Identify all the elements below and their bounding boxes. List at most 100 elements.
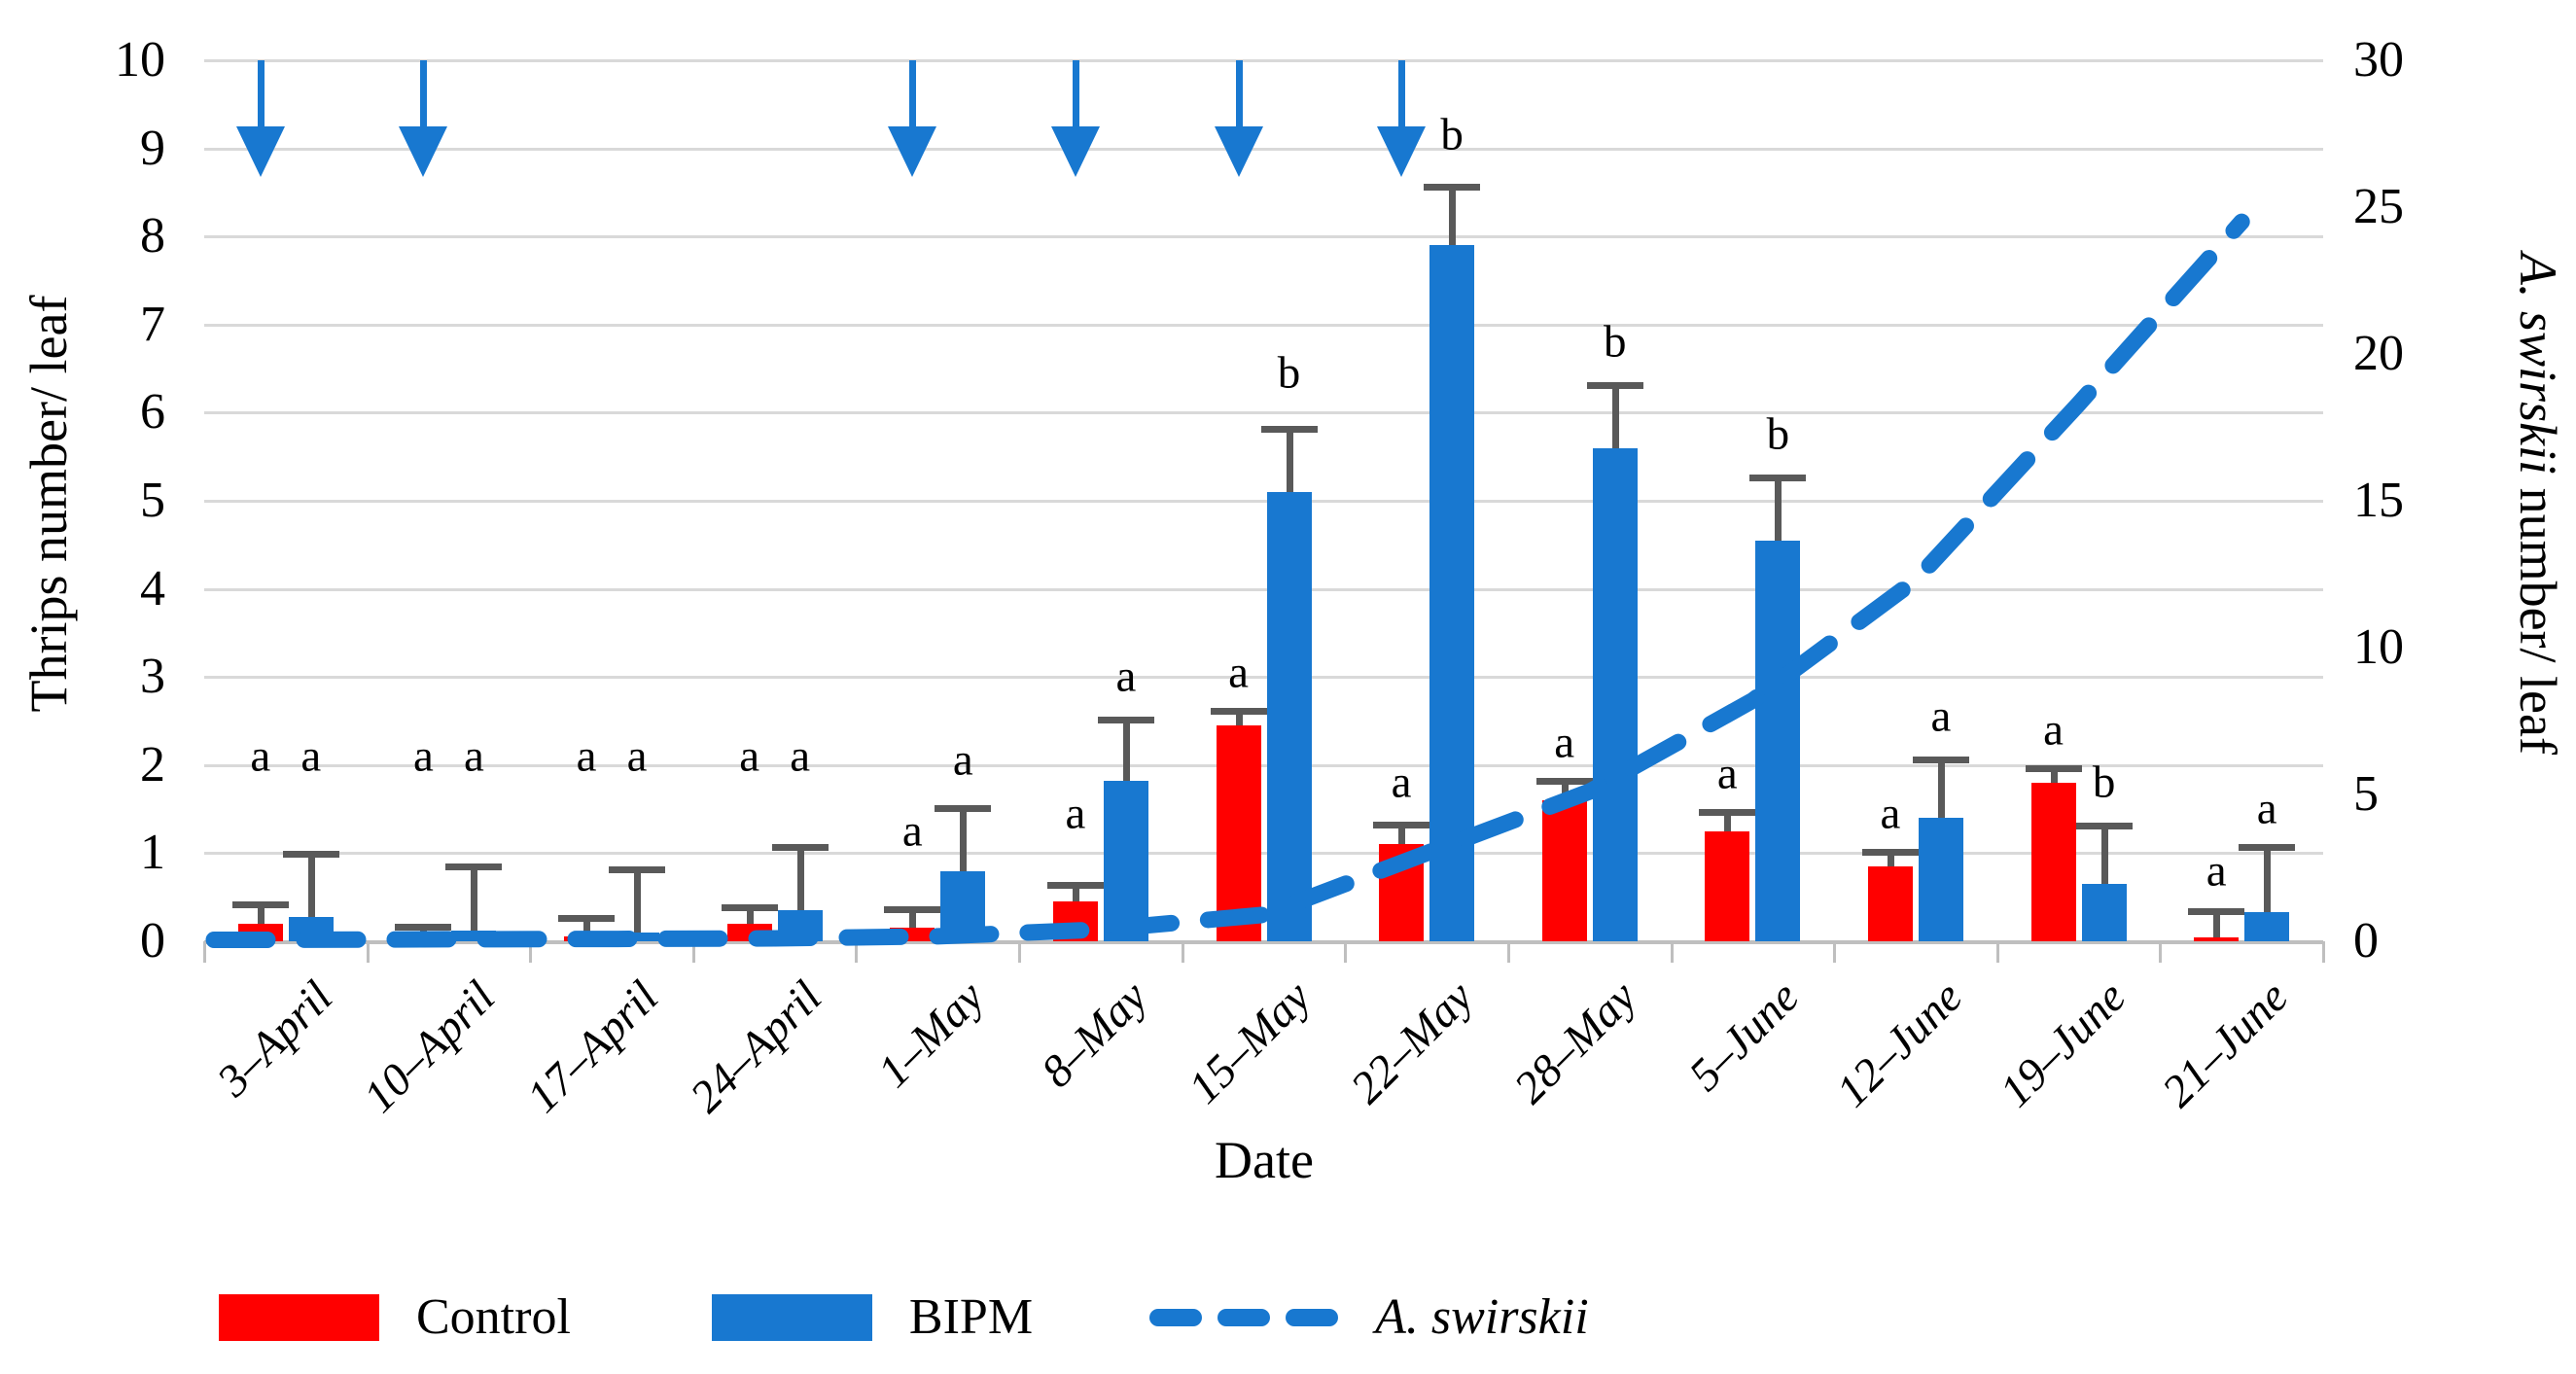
significance-letter: a [1065, 788, 1086, 839]
x-axis-tick [691, 941, 695, 963]
error-bar-stem [1122, 716, 1130, 782]
error-bar-cap [1586, 381, 1643, 389]
release-arrow-stem [909, 60, 917, 130]
error-bar-stem [583, 914, 591, 937]
error-bar-cap [1699, 809, 1756, 817]
significance-letter: a [1228, 647, 1249, 698]
gridline [204, 763, 2323, 767]
error-bar-cap [395, 923, 452, 931]
x-axis-tick [855, 941, 859, 963]
error-bar-stem [1449, 183, 1457, 246]
error-bar-cap [771, 844, 829, 852]
gridline [204, 411, 2323, 415]
significance-letter: a [901, 805, 923, 857]
x-axis-tick [1506, 941, 1510, 963]
significance-letter: a [2043, 704, 2064, 756]
error-bar-stem [1611, 381, 1619, 448]
error-bar-stem [2100, 822, 2108, 885]
significance-letter: a [790, 730, 811, 782]
bipm-bar [1918, 818, 1963, 941]
x-axis-tick [1018, 941, 1022, 963]
significance-letter: a [1716, 748, 1738, 799]
x-axis-tick [1670, 941, 1674, 963]
legend-swatch-bipm [711, 1293, 872, 1341]
legend-swatch-swirskii-dashes [1149, 1308, 1339, 1326]
release-arrow-stem [1235, 60, 1243, 130]
gridline [204, 940, 2323, 944]
error-bar-stem [1235, 707, 1243, 726]
y-left-tick-label: 2 [140, 736, 165, 793]
y-left-tick-label: 1 [140, 825, 165, 881]
y-left-tick-label: 4 [140, 560, 165, 617]
legend-dash-icon [1149, 1308, 1203, 1326]
error-bar-cap [1046, 882, 1104, 890]
release-arrow-icon [235, 126, 285, 177]
error-bar-cap [1097, 716, 1154, 723]
control-bar [2030, 782, 2076, 941]
release-arrow-icon [888, 126, 937, 177]
significance-letter: a [412, 730, 434, 782]
significance-letter: a [1880, 788, 1901, 839]
y-right-tick-label: 0 [2353, 913, 2379, 969]
error-bar-cap [1749, 474, 1807, 481]
x-axis-tick [529, 941, 533, 963]
bipm-bar [2081, 884, 2127, 941]
y-right-tick-label: 25 [2353, 179, 2404, 234]
significance-letter: a [626, 730, 648, 782]
release-arrow-icon [1050, 126, 1100, 177]
release-arrow-icon [1377, 126, 1427, 177]
bipm-bar [1429, 245, 1475, 941]
gridline [204, 500, 2323, 503]
y-right-tick-label: 10 [2353, 619, 2404, 675]
release-arrow-stem [1398, 60, 1406, 130]
error-bar-cap [609, 865, 666, 873]
bipm-bar [1103, 781, 1148, 941]
y-left-tick-label: 3 [140, 649, 165, 705]
release-arrow-stem [257, 60, 265, 130]
error-bar-stem [1724, 809, 1732, 831]
error-bar-stem [307, 850, 315, 917]
release-arrow-icon [399, 126, 448, 177]
error-bar-cap [1912, 756, 1969, 763]
x-axis-tick [203, 941, 206, 963]
error-bar-cap [884, 905, 941, 913]
x-axis-title: Date [1215, 1131, 1314, 1189]
error-bar-cap [2188, 907, 2245, 915]
y-left-axis-title: Thrips number/ leaf [19, 295, 78, 713]
gridline [204, 147, 2323, 151]
significance-letter: a [250, 730, 271, 782]
x-axis-tick [1344, 941, 1348, 963]
y-right-tick-label: 15 [2353, 473, 2404, 528]
error-bar-stem [796, 844, 804, 911]
legend-dash-icon [1286, 1308, 1339, 1326]
error-bar-stem [909, 905, 917, 929]
error-bar-stem [257, 901, 265, 924]
error-bar-cap [231, 901, 289, 909]
error-bar-stem [1561, 778, 1569, 801]
y-right-tick-label: 30 [2353, 32, 2404, 88]
significance-letter: b [1603, 316, 1627, 368]
bipm-bar [451, 931, 497, 941]
legend-dash-icon [1217, 1308, 1271, 1326]
x-axis-tick [366, 941, 370, 963]
error-bar-stem [1398, 821, 1406, 845]
y-left-tick-label: 0 [140, 913, 165, 969]
y-left-tick-label: 9 [140, 120, 165, 176]
error-bar-stem [746, 903, 754, 924]
error-bar-stem [2213, 907, 2221, 938]
error-bar-stem [471, 863, 478, 932]
control-bar [1705, 830, 1750, 941]
bipm-bar [1266, 491, 1312, 941]
error-bar-stem [960, 804, 968, 871]
release-arrow-icon [1214, 126, 1263, 177]
error-bar-cap [721, 903, 778, 911]
significance-letter: a [2205, 845, 2227, 897]
y-left-tick-label: 7 [140, 296, 165, 352]
y-right-title-species: A. swirskii [2509, 253, 2567, 476]
error-bar-cap [1424, 183, 1481, 191]
significance-letter: b [1766, 408, 1790, 460]
significance-letter: a [300, 730, 322, 782]
